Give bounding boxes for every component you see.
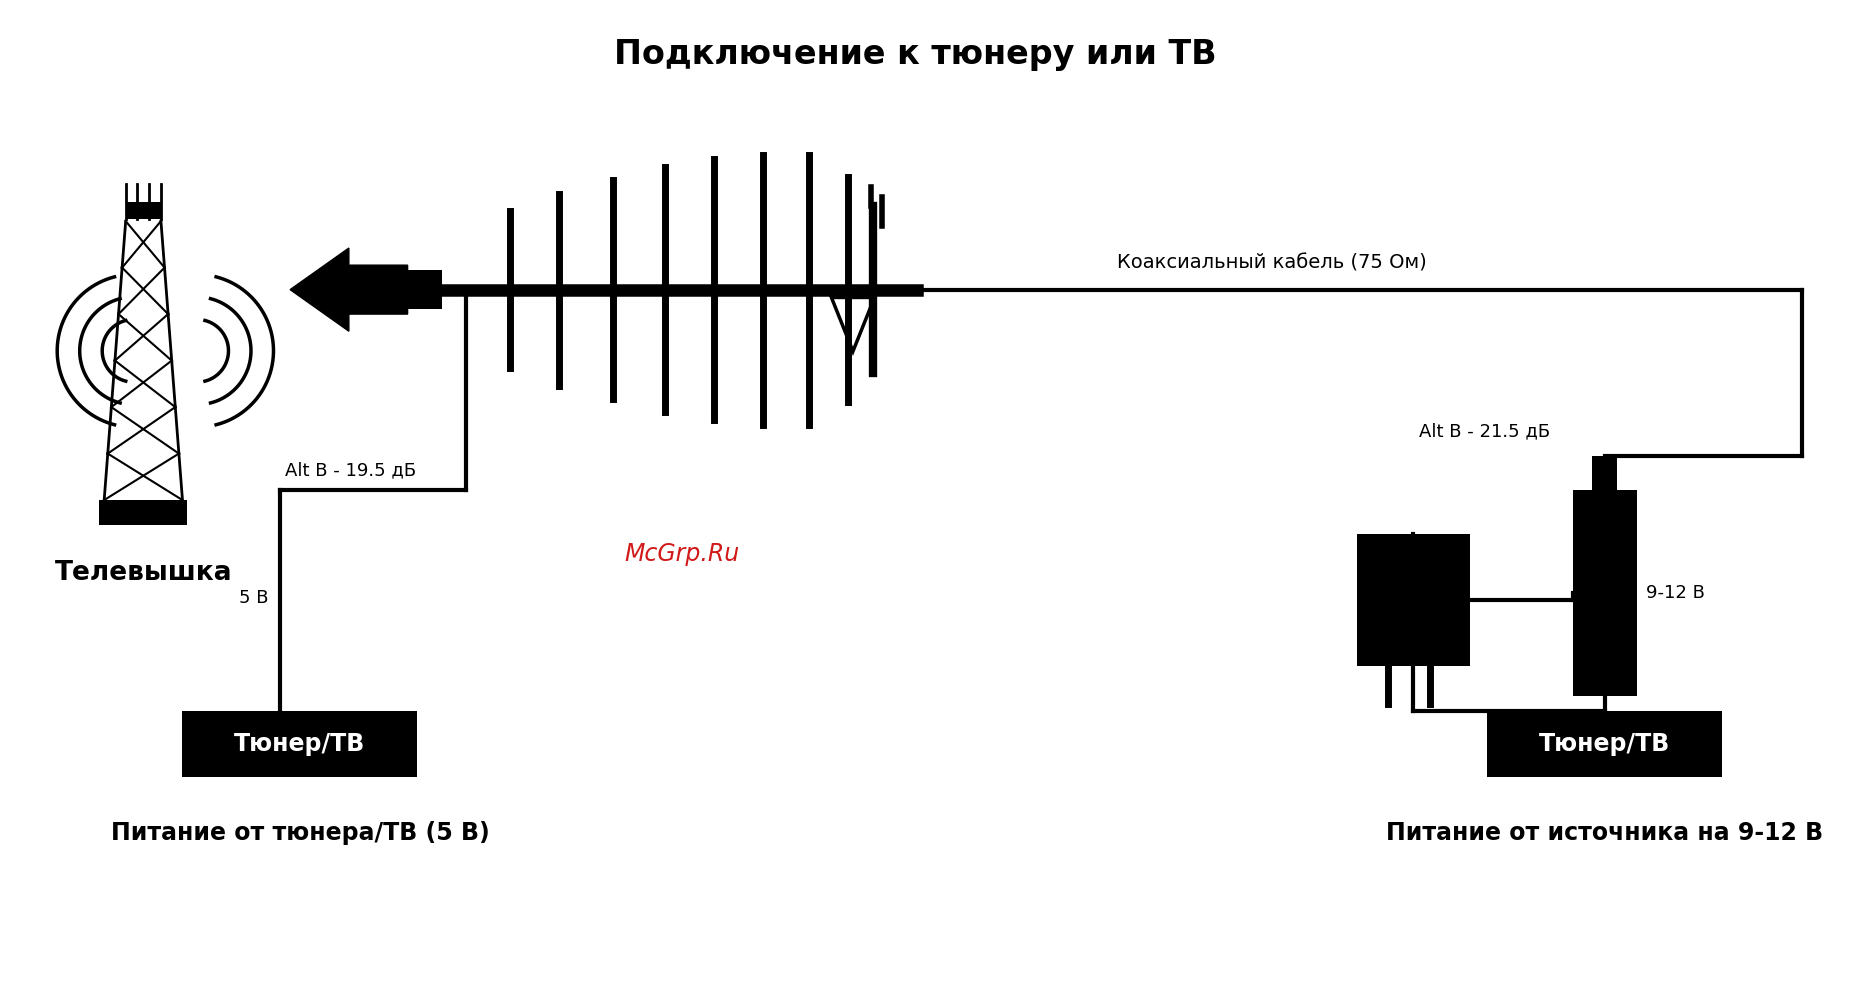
FancyArrow shape — [290, 248, 407, 331]
Text: Alt B - 19.5 дБ: Alt B - 19.5 дБ — [286, 462, 417, 479]
Text: Тюнер/ТВ: Тюнер/ТВ — [1539, 732, 1670, 756]
Text: Коаксиальный кабель (75 Ом): Коаксиальный кабель (75 Ом) — [1117, 254, 1427, 273]
Text: Телевышка: Телевышка — [54, 561, 232, 586]
Bar — [1592, 456, 1618, 490]
Bar — [1356, 535, 1470, 667]
Bar — [125, 201, 161, 220]
Bar — [1487, 711, 1722, 777]
Text: Питание от источника на 9-12 В: Питание от источника на 9-12 В — [1386, 821, 1823, 845]
Text: Подключение к тюнеру или ТВ: Подключение к тюнеру или ТВ — [615, 38, 1216, 71]
Text: Alt B - 21.5 дБ: Alt B - 21.5 дБ — [1418, 423, 1550, 440]
Polygon shape — [831, 297, 874, 351]
Text: McGrp.Ru: McGrp.Ru — [624, 542, 740, 566]
Text: Питание от тюнера/ТВ (5 В): Питание от тюнера/ТВ (5 В) — [110, 821, 489, 845]
Bar — [99, 500, 187, 525]
Text: Тюнер/ТВ: Тюнер/ТВ — [234, 732, 366, 756]
Bar — [1573, 490, 1636, 696]
Text: 9-12 В: 9-12 В — [1646, 584, 1705, 602]
Bar — [403, 270, 443, 309]
Text: 5 В: 5 В — [239, 589, 269, 607]
Bar — [183, 711, 417, 777]
